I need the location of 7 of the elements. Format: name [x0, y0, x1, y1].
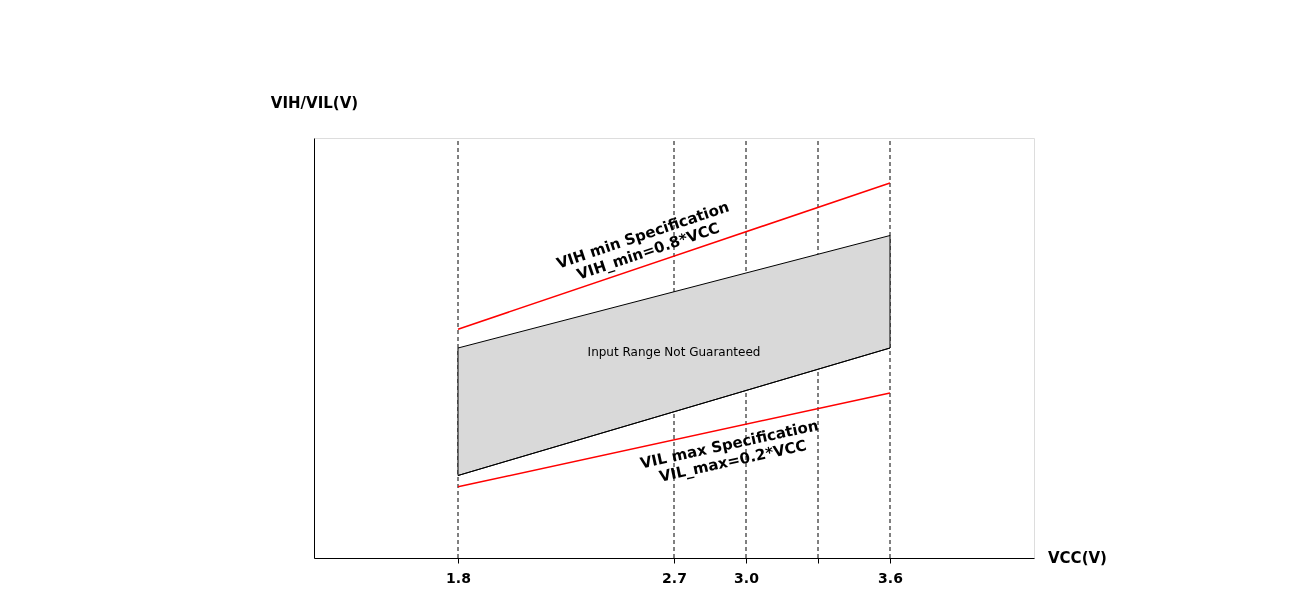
x-axis-title: VCC(V)	[1048, 549, 1107, 567]
x-tick-label: 2.7	[662, 569, 687, 586]
text: 3.0	[734, 569, 759, 586]
x-tick-label: 1.8	[446, 569, 471, 586]
y-axis-title: VIH/VIL(V)	[270, 93, 359, 112]
x-tick-label: 3.6	[878, 569, 903, 586]
annotation: Input Range Not Guaranteed	[587, 344, 761, 359]
